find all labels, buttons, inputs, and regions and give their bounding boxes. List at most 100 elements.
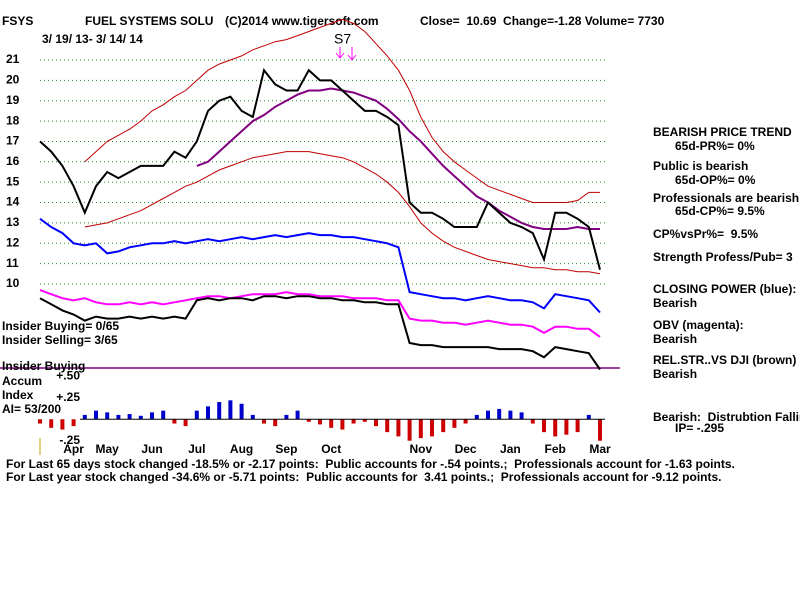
signal-arrow — [335, 47, 357, 61]
y-tick-label: 11 — [6, 256, 19, 270]
bar — [564, 419, 569, 435]
bar — [508, 410, 513, 420]
bar — [418, 419, 423, 439]
bar — [452, 419, 457, 428]
bar — [575, 419, 580, 433]
quote: Close= 10.69 Change=-1.28 Volume= 7730 — [420, 14, 665, 28]
bar — [161, 410, 166, 420]
y-tick-label: 13 — [6, 215, 20, 229]
x-tick-label: Dec — [455, 442, 477, 456]
bar — [396, 419, 401, 437]
x-tick-label: Mar — [589, 442, 611, 456]
x-tick-label: Oct — [321, 442, 341, 456]
side-text: 65d-PR%= 0% — [675, 139, 755, 153]
bar — [340, 419, 345, 430]
bar — [385, 419, 390, 433]
side-text: Professionals are bearish — [653, 191, 799, 205]
date-range: 3/ 19/ 13- 3/ 14/ 14 — [42, 32, 143, 46]
bar — [519, 412, 524, 420]
insider-text: Insider Buying — [2, 359, 85, 373]
bar — [239, 403, 244, 420]
y-tick-label: 15 — [6, 174, 20, 188]
bar — [318, 419, 322, 425]
bar — [284, 414, 289, 420]
side-text: IP= -.295 — [675, 421, 724, 435]
bar — [295, 410, 300, 420]
y-tick-label: 16 — [6, 154, 20, 168]
side-text: 65d-CP%= 9.5% — [675, 204, 765, 218]
bar — [49, 419, 54, 428]
side-text: CP%vsPr%= 9.5% — [653, 227, 758, 241]
y-tick-label: 19 — [6, 93, 20, 107]
bar — [172, 419, 177, 424]
side-text: Public is bearish — [653, 159, 748, 173]
series-line — [84, 151, 601, 275]
bar — [138, 415, 143, 420]
side-text: Strength Profess/Pub= 3 — [653, 250, 793, 264]
footer: For Last year stock changed -34.6% or -5… — [6, 470, 722, 484]
y-tick-label: 20 — [6, 73, 20, 87]
y-tick-label: 14 — [6, 195, 20, 209]
y-tick-label: +.25 — [56, 390, 80, 404]
bar — [362, 419, 367, 422]
bar — [530, 419, 535, 424]
series-line — [196, 87, 600, 230]
bar — [194, 410, 199, 420]
series-line — [39, 67, 601, 270]
bar — [497, 408, 502, 420]
x-tick-label: Nov — [409, 442, 432, 456]
side-text: Bearish — [653, 367, 697, 381]
bar — [598, 419, 602, 441]
insider-text: Insider Buying= 0/65 — [2, 319, 119, 333]
bar — [441, 419, 446, 433]
x-tick-label: Sep — [275, 442, 297, 456]
series-line — [39, 289, 601, 338]
bar — [374, 419, 378, 427]
side-text: OBV (magenta): — [653, 318, 744, 332]
footer: For Last 65 days stock changed -18.5% or… — [6, 457, 735, 471]
series-line — [84, 18, 600, 203]
y-tick-label: 18 — [6, 113, 20, 127]
x-tick-label: Feb — [545, 442, 566, 456]
side-text: BEARISH PRICE TREND — [653, 125, 792, 139]
bar — [474, 414, 479, 420]
bar — [407, 419, 412, 441]
y-tick-label: +.50 — [56, 368, 80, 382]
series-line — [39, 217, 601, 314]
x-tick-label: Apr — [63, 442, 84, 456]
bar — [329, 419, 334, 428]
bar — [273, 419, 278, 427]
y-tick-label: 10 — [6, 276, 20, 290]
symbol: FSYS — [2, 14, 33, 28]
bar — [71, 419, 76, 427]
accum-label: Index — [2, 388, 34, 402]
x-tick-label: Aug — [230, 442, 253, 456]
bar — [38, 419, 42, 424]
y-tick-label: 21 — [6, 52, 20, 66]
bar — [228, 400, 233, 420]
bar — [94, 410, 98, 420]
x-tick-label: Jan — [500, 442, 521, 456]
company: FUEL SYSTEMS SOLU — [85, 14, 213, 28]
side-text: 65d-OP%= 0% — [675, 173, 756, 187]
bar — [486, 410, 490, 420]
side-text: Bearish: Distrubtion Falling — [653, 410, 800, 424]
bar — [206, 406, 210, 420]
bar — [127, 414, 132, 420]
signal: S7 — [334, 31, 351, 47]
bar — [430, 419, 434, 437]
bar — [250, 414, 255, 420]
side-text: REL.STR..VS DJI (brown) — [653, 353, 796, 367]
insider-text: Insider Selling= 3/65 — [2, 333, 118, 347]
bar — [542, 419, 546, 433]
side-text: Bearish — [653, 332, 697, 346]
y-tick-label: 12 — [6, 235, 20, 249]
y-tick-label: 17 — [6, 134, 20, 148]
bar — [105, 412, 110, 420]
accum-label: Accum — [2, 374, 42, 388]
bar — [60, 419, 65, 430]
bar — [150, 412, 154, 420]
bar — [116, 414, 121, 420]
